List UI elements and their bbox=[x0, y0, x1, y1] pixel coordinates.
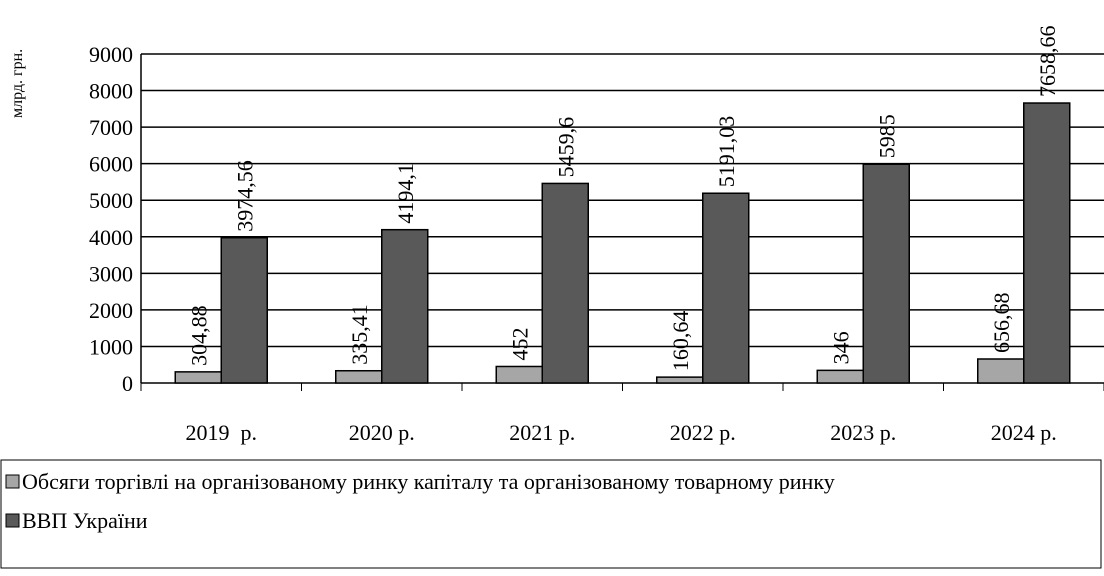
value-label: 7658,66 bbox=[1035, 26, 1060, 98]
bar bbox=[174, 371, 222, 384]
y-tick-label: 3000 bbox=[89, 261, 133, 286]
value-label: 335,41 bbox=[347, 304, 372, 365]
y-tick-label: 8000 bbox=[89, 79, 133, 104]
value-label: 346 bbox=[828, 331, 853, 364]
bar bbox=[220, 236, 268, 384]
value-label: 3974,56 bbox=[232, 160, 257, 232]
bar bbox=[862, 163, 910, 384]
value-label: 5459,6 bbox=[553, 117, 578, 178]
x-tick-label: 2022 р. bbox=[670, 420, 736, 445]
bar bbox=[335, 369, 383, 384]
bar bbox=[816, 369, 864, 384]
y-tick-label: 1000 bbox=[89, 334, 133, 359]
y-tick-label: 9000 bbox=[89, 42, 133, 67]
y-tick-label: 2000 bbox=[89, 298, 133, 323]
y-tick-label: 0 bbox=[122, 371, 133, 396]
x-tick-label: 2019 р. bbox=[186, 420, 258, 445]
bar bbox=[495, 365, 543, 384]
legend-label: Обсяги торгівлі на організованому ринку … bbox=[22, 469, 835, 494]
bar bbox=[702, 192, 750, 384]
legend-box bbox=[0, 459, 1102, 569]
value-label: 452 bbox=[507, 327, 532, 360]
bar bbox=[656, 376, 704, 384]
bar bbox=[1023, 102, 1071, 384]
legend-label: ВВП України bbox=[22, 508, 148, 533]
value-label: 304,88 bbox=[186, 305, 211, 366]
x-tick-label: 2020 р. bbox=[349, 420, 415, 445]
y-tick-label: 6000 bbox=[89, 152, 133, 177]
x-tick-label: 2021 р. bbox=[509, 420, 575, 445]
y-tick-label: 4000 bbox=[89, 225, 133, 250]
legend-swatch bbox=[5, 474, 20, 489]
x-tick-label: 2024 р. bbox=[991, 420, 1057, 445]
bar bbox=[541, 182, 589, 384]
bar bbox=[381, 228, 429, 384]
y-tick-label: 7000 bbox=[89, 115, 133, 140]
value-label: 5985 bbox=[874, 114, 899, 158]
y-tick-label: 5000 bbox=[89, 188, 133, 213]
y-axis-title: млрд. грн. bbox=[9, 49, 26, 118]
x-tick-label: 2023 р. bbox=[830, 420, 896, 445]
value-label: 4194,1 bbox=[393, 163, 418, 224]
value-label: 160,64 bbox=[668, 311, 693, 372]
legend-swatch bbox=[5, 513, 20, 528]
value-label: 656,68 bbox=[989, 292, 1014, 353]
bar bbox=[977, 358, 1025, 384]
value-label: 5191,03 bbox=[714, 116, 739, 188]
